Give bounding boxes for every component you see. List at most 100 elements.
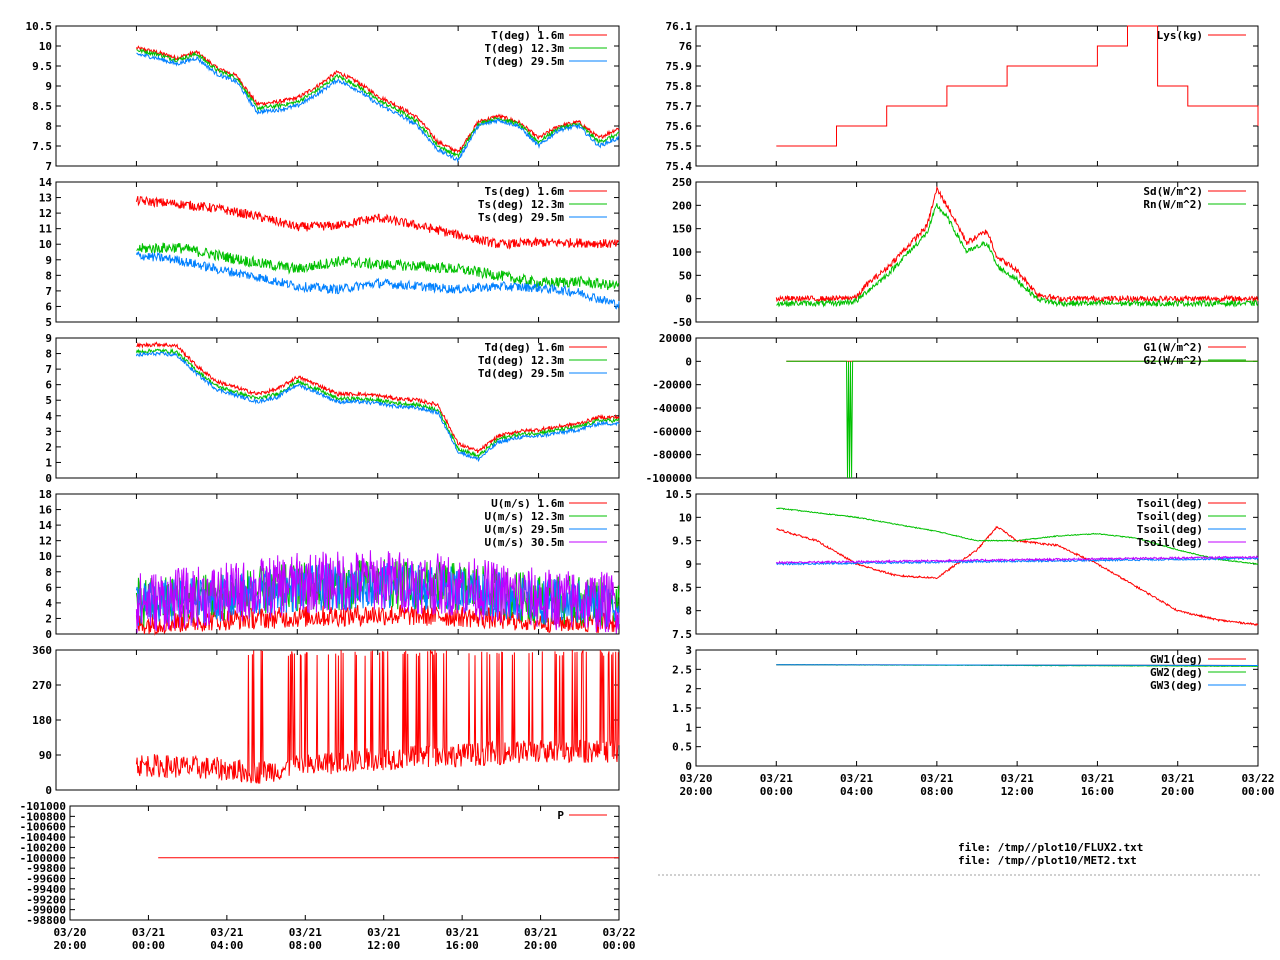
y-tick-label: 6 bbox=[45, 300, 52, 313]
y-tick-label: 2 bbox=[685, 683, 692, 696]
y-tick-label: 1 bbox=[45, 456, 52, 469]
y-tick-label: 8 bbox=[45, 566, 52, 579]
x-tick-label-date: 03/21 bbox=[1001, 772, 1034, 785]
y-tick-label: 6 bbox=[45, 581, 52, 594]
plot-frame bbox=[55, 493, 620, 635]
x-tick-label-date: 03/21 bbox=[920, 772, 953, 785]
legend-label: Ts(deg) 29.5m bbox=[478, 211, 564, 224]
legend-label: GW1(deg) bbox=[1150, 653, 1203, 666]
y-tick-label: 2 bbox=[45, 441, 52, 454]
x-tick-label-date: 03/21 bbox=[840, 772, 873, 785]
y-tick-label: 0 bbox=[685, 355, 692, 368]
x-tick-label-time: 04:00 bbox=[210, 939, 243, 952]
chart-dir: 0 90 180 270 360 bbox=[32, 644, 620, 797]
y-tick-label: 0 bbox=[685, 293, 692, 306]
plot-frame bbox=[695, 25, 1259, 167]
x-tick-label-date: 03/21 bbox=[1161, 772, 1194, 785]
y-tick-label: 75.6 bbox=[666, 120, 693, 133]
y-tick-label: 4 bbox=[45, 410, 52, 423]
y-tick-label: 50 bbox=[679, 269, 692, 282]
y-tick-label: 2 bbox=[45, 612, 52, 625]
y-tick-label: -100600 bbox=[20, 821, 66, 834]
x-tick-label-time: 04:00 bbox=[840, 785, 873, 798]
x-tick-label-time: 00:00 bbox=[602, 939, 635, 952]
x-tick-label-date: 03/22 bbox=[602, 926, 635, 939]
y-tick-label: 7.5 bbox=[32, 140, 52, 153]
series-line bbox=[786, 360, 1258, 479]
x-tick-label-time: 20:00 bbox=[679, 785, 712, 798]
legend-label: Rn(W/m^2) bbox=[1143, 198, 1203, 211]
y-tick-label: -99600 bbox=[26, 873, 66, 886]
y-tick-label: 200 bbox=[672, 199, 692, 212]
series-line bbox=[136, 341, 620, 454]
chart-tsoil: 7.588.599.51010.5Tsoil(deg)Tsoil(deg)Tso… bbox=[666, 488, 1259, 641]
y-tick-label: 14 bbox=[39, 176, 53, 189]
plot-frame bbox=[69, 805, 620, 921]
y-tick-label: 20000 bbox=[659, 332, 692, 345]
y-tick-label: 10 bbox=[39, 550, 52, 563]
y-tick-label: 90 bbox=[39, 749, 52, 762]
series-line bbox=[135, 649, 620, 784]
legend-label: Td(deg) 1.6m bbox=[485, 341, 565, 354]
series-line bbox=[135, 347, 620, 460]
series-line bbox=[135, 550, 620, 634]
legend-label: GW2(deg) bbox=[1150, 666, 1203, 679]
x-tick-label-date: 03/20 bbox=[53, 926, 86, 939]
y-tick-label: 5 bbox=[45, 316, 52, 329]
y-tick-label: 75.9 bbox=[666, 60, 693, 73]
y-tick-label: 0.5 bbox=[672, 741, 692, 754]
x-tick-label-time: 16:00 bbox=[446, 939, 479, 952]
series-line bbox=[776, 203, 1259, 308]
y-tick-label: 9 bbox=[45, 332, 52, 345]
x-tick-label-time: 08:00 bbox=[289, 939, 322, 952]
y-tick-label: 75.7 bbox=[666, 100, 693, 113]
x-tick-label-time: 00:00 bbox=[760, 785, 793, 798]
legend-label: Ts(deg) 1.6m bbox=[485, 185, 565, 198]
y-tick-label: 9 bbox=[685, 558, 692, 571]
y-tick-label: 270 bbox=[32, 679, 52, 692]
chart-temp: 7 7.5 8 8.5 9 9.5 10 10.5 T(deg) 1.6mT(deg) 12.3… bbox=[26, 20, 620, 173]
y-tick-label: 7 bbox=[45, 363, 52, 376]
y-tick-label: 10 bbox=[39, 238, 52, 251]
y-tick-label: -98800 bbox=[26, 914, 66, 927]
y-tick-label: 7 bbox=[45, 285, 52, 298]
y-tick-label: 11 bbox=[39, 223, 53, 236]
x-tick-label-date: 03/21 bbox=[446, 926, 479, 939]
x-tick-label-date: 03/21 bbox=[289, 926, 322, 939]
file-note: file: /tmp//plot10/FLUX2.txt bbox=[958, 841, 1143, 854]
series-line bbox=[136, 48, 620, 159]
y-tick-label: -99400 bbox=[26, 883, 66, 896]
y-tick-label: 0 bbox=[45, 628, 52, 641]
y-tick-label: 1.5 bbox=[672, 702, 692, 715]
x-tick-label-date: 03/22 bbox=[1241, 772, 1274, 785]
legend-label: Tsoil(deg) bbox=[1137, 510, 1203, 523]
y-tick-label: 75.5 bbox=[666, 140, 693, 153]
plot-frame bbox=[55, 25, 620, 167]
x-tick-label-time: 12:00 bbox=[367, 939, 400, 952]
y-tick-label: 8 bbox=[45, 120, 52, 133]
series-line bbox=[776, 664, 1259, 666]
chart-gw: 00.511.522.5303/2020:0003/2100:0003/2104… bbox=[672, 644, 1274, 798]
legend-label: Tsoil(deg) bbox=[1137, 536, 1203, 549]
chart-rad: -50 0 50 100 150 200 250 Sd(W/m^2)Rn(W/m^2) bbox=[672, 176, 1259, 329]
legend-label: T(deg) 1.6m bbox=[491, 29, 564, 42]
y-tick-label: 2.5 bbox=[672, 663, 692, 676]
x-tick-label-time: 20:00 bbox=[1161, 785, 1194, 798]
y-tick-label: 13 bbox=[39, 192, 52, 205]
y-tick-label: 9.5 bbox=[32, 60, 52, 73]
series-line bbox=[135, 251, 620, 310]
y-tick-label: 8 bbox=[45, 348, 52, 361]
y-tick-label: 8.5 bbox=[32, 100, 52, 113]
legend-label: Tsoil(deg) bbox=[1137, 497, 1203, 510]
y-tick-label: -20000 bbox=[652, 379, 692, 392]
y-tick-label: 150 bbox=[672, 223, 692, 236]
x-tick-label-time: 08:00 bbox=[920, 785, 953, 798]
x-tick-label-date: 03/21 bbox=[1081, 772, 1114, 785]
x-tick-label-time: 00:00 bbox=[132, 939, 165, 952]
y-tick-label: 100 bbox=[672, 246, 692, 259]
y-tick-label: 9.5 bbox=[672, 535, 692, 548]
y-tick-label: 7.5 bbox=[672, 628, 692, 641]
